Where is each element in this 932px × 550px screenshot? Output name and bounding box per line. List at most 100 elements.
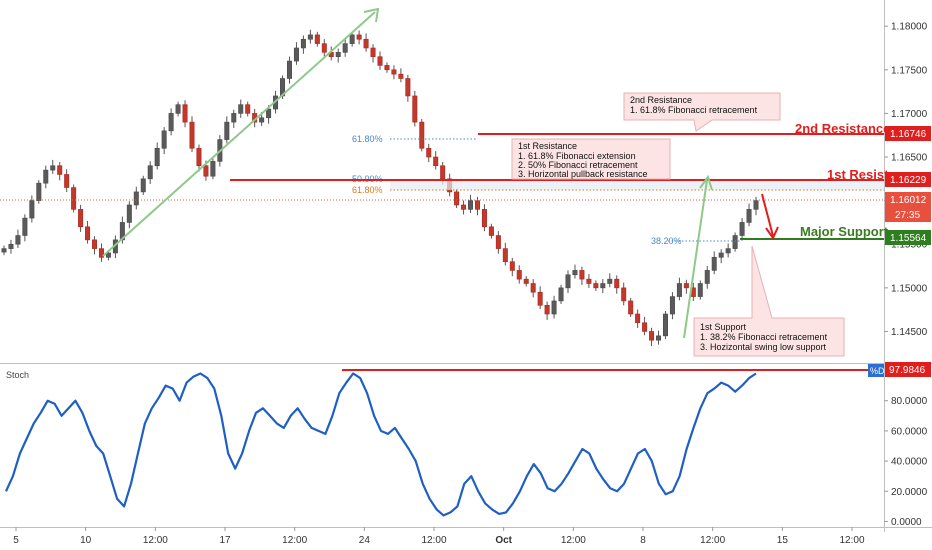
candle-body <box>551 300 557 315</box>
second-note-line-1: 1. 61.8% Fibonacci retracement <box>630 105 758 115</box>
second-resistance-label: 2nd Resistance <box>795 121 890 136</box>
candle-body <box>725 248 731 254</box>
candle-body <box>662 313 668 337</box>
candle-body <box>363 38 369 49</box>
candle-body <box>377 56 383 66</box>
fib-618-upper-label: 61.80% <box>352 134 383 144</box>
time-tick-label: 17 <box>219 535 231 546</box>
candle-body <box>474 200 480 210</box>
major-support-badge: 1.15564 <box>885 230 931 245</box>
candle-body <box>161 130 167 149</box>
time-tick-label: 15 <box>777 535 789 546</box>
first-support-note: 1st Support 1. 38.2% Fibonacci retraceme… <box>693 245 845 357</box>
candle-body <box>669 296 675 315</box>
time-tick-label: 24 <box>359 535 371 546</box>
svg-text:%D: %D <box>870 366 885 376</box>
candle-body <box>126 204 132 223</box>
candle-body <box>565 274 571 289</box>
price-tick-label: 1.14500 <box>891 327 928 338</box>
candle-body <box>29 200 35 219</box>
candle-body <box>78 209 84 228</box>
price-tick-label: 1.17500 <box>891 65 928 76</box>
candle-body <box>412 95 418 123</box>
candle-body <box>621 287 627 302</box>
first-note-title: 1st Resistance <box>518 141 577 151</box>
candle-body <box>649 331 655 341</box>
fib-382-label: 38.20% <box>651 236 682 246</box>
candle-body <box>266 108 272 119</box>
candle-body <box>628 300 634 315</box>
price-tick-label: 1.17000 <box>891 109 928 120</box>
candle-body <box>683 283 689 289</box>
stoch-title: Stoch <box>6 370 29 380</box>
current-price-badge: 1.16012 27:35 <box>885 192 931 222</box>
candle-body <box>64 174 70 188</box>
candle-body <box>537 291 543 306</box>
candle-body <box>300 38 306 49</box>
candle-body <box>509 261 515 271</box>
second-resistance-badge: 1.16746 <box>885 126 931 141</box>
time-tick-label: 12:00 <box>282 535 307 546</box>
candle-body <box>468 200 474 210</box>
candle-body <box>676 283 682 297</box>
time-tick-label: 12:00 <box>561 535 586 546</box>
candle-body <box>746 209 752 223</box>
svg-text:27:35: 27:35 <box>895 210 920 221</box>
rebound-arrow <box>683 174 713 339</box>
candle-body <box>314 34 320 44</box>
candle-body <box>22 217 28 236</box>
candle-body <box>495 235 501 249</box>
candle-body <box>711 257 717 271</box>
support-note-line-2: 3. Hozizontal swing low support <box>700 342 827 352</box>
time-tick-label: 12:00 <box>421 535 446 546</box>
candle-body <box>558 287 564 302</box>
second-resistance-note: 2nd Resistance 1. 61.8% Fibonacci retrac… <box>623 92 781 132</box>
time-tick-label: 5 <box>13 535 19 546</box>
candle-body <box>245 104 251 114</box>
candle-body <box>182 104 188 123</box>
candle-body <box>36 182 42 201</box>
stoch-value-badge: 97.9846 <box>885 362 931 377</box>
stoch-d-badge: %D <box>868 364 885 377</box>
candle-body <box>461 204 467 210</box>
fib-618-mid-label: 61.80% <box>352 185 383 195</box>
candle-body <box>238 104 244 114</box>
first-resistance-note: 1st Resistance 1. 61.8% Fibonacci extens… <box>511 138 671 180</box>
candle-body <box>349 34 355 44</box>
candle-body <box>426 147 432 158</box>
stoch-tick-label: 80.0000 <box>891 396 928 407</box>
candle-body <box>502 248 508 262</box>
candle-body <box>203 165 209 177</box>
candle-body <box>175 104 181 114</box>
candle-body <box>224 121 230 140</box>
candle-body <box>210 161 216 177</box>
candle-body <box>642 322 648 332</box>
candle-body <box>356 34 362 40</box>
candle-body <box>259 117 265 123</box>
candle-body <box>530 283 536 293</box>
svg-text:1.15564: 1.15564 <box>890 233 927 244</box>
candle-body <box>8 243 14 249</box>
candle-body <box>635 313 641 324</box>
candle-body <box>384 65 390 71</box>
stoch-tick-label: 20.0000 <box>891 487 928 498</box>
svg-text:1.16229: 1.16229 <box>890 175 927 186</box>
first-note-line-3: 3. Horizontal pullback resistance <box>518 169 648 179</box>
stoch-tick-label: 40.0000 <box>891 457 928 468</box>
candle-body <box>614 278 620 289</box>
candle-body <box>433 156 439 167</box>
candle-body <box>523 278 529 284</box>
price-tick-label: 1.18000 <box>891 22 928 33</box>
candle-body <box>321 43 327 53</box>
candle-body <box>440 165 446 180</box>
svg-text:1.16012: 1.16012 <box>890 195 927 206</box>
candle-body <box>307 34 313 40</box>
candle-body <box>739 222 745 236</box>
candle-body <box>704 270 710 284</box>
stoch-axis-ticks: 80.0000 60.0000 40.0000 20.0000 0.0000 <box>884 396 928 528</box>
candle-body <box>405 78 411 97</box>
time-tick-label: 8 <box>640 535 646 546</box>
candle-body <box>481 209 487 228</box>
stoch-line <box>4 372 757 517</box>
